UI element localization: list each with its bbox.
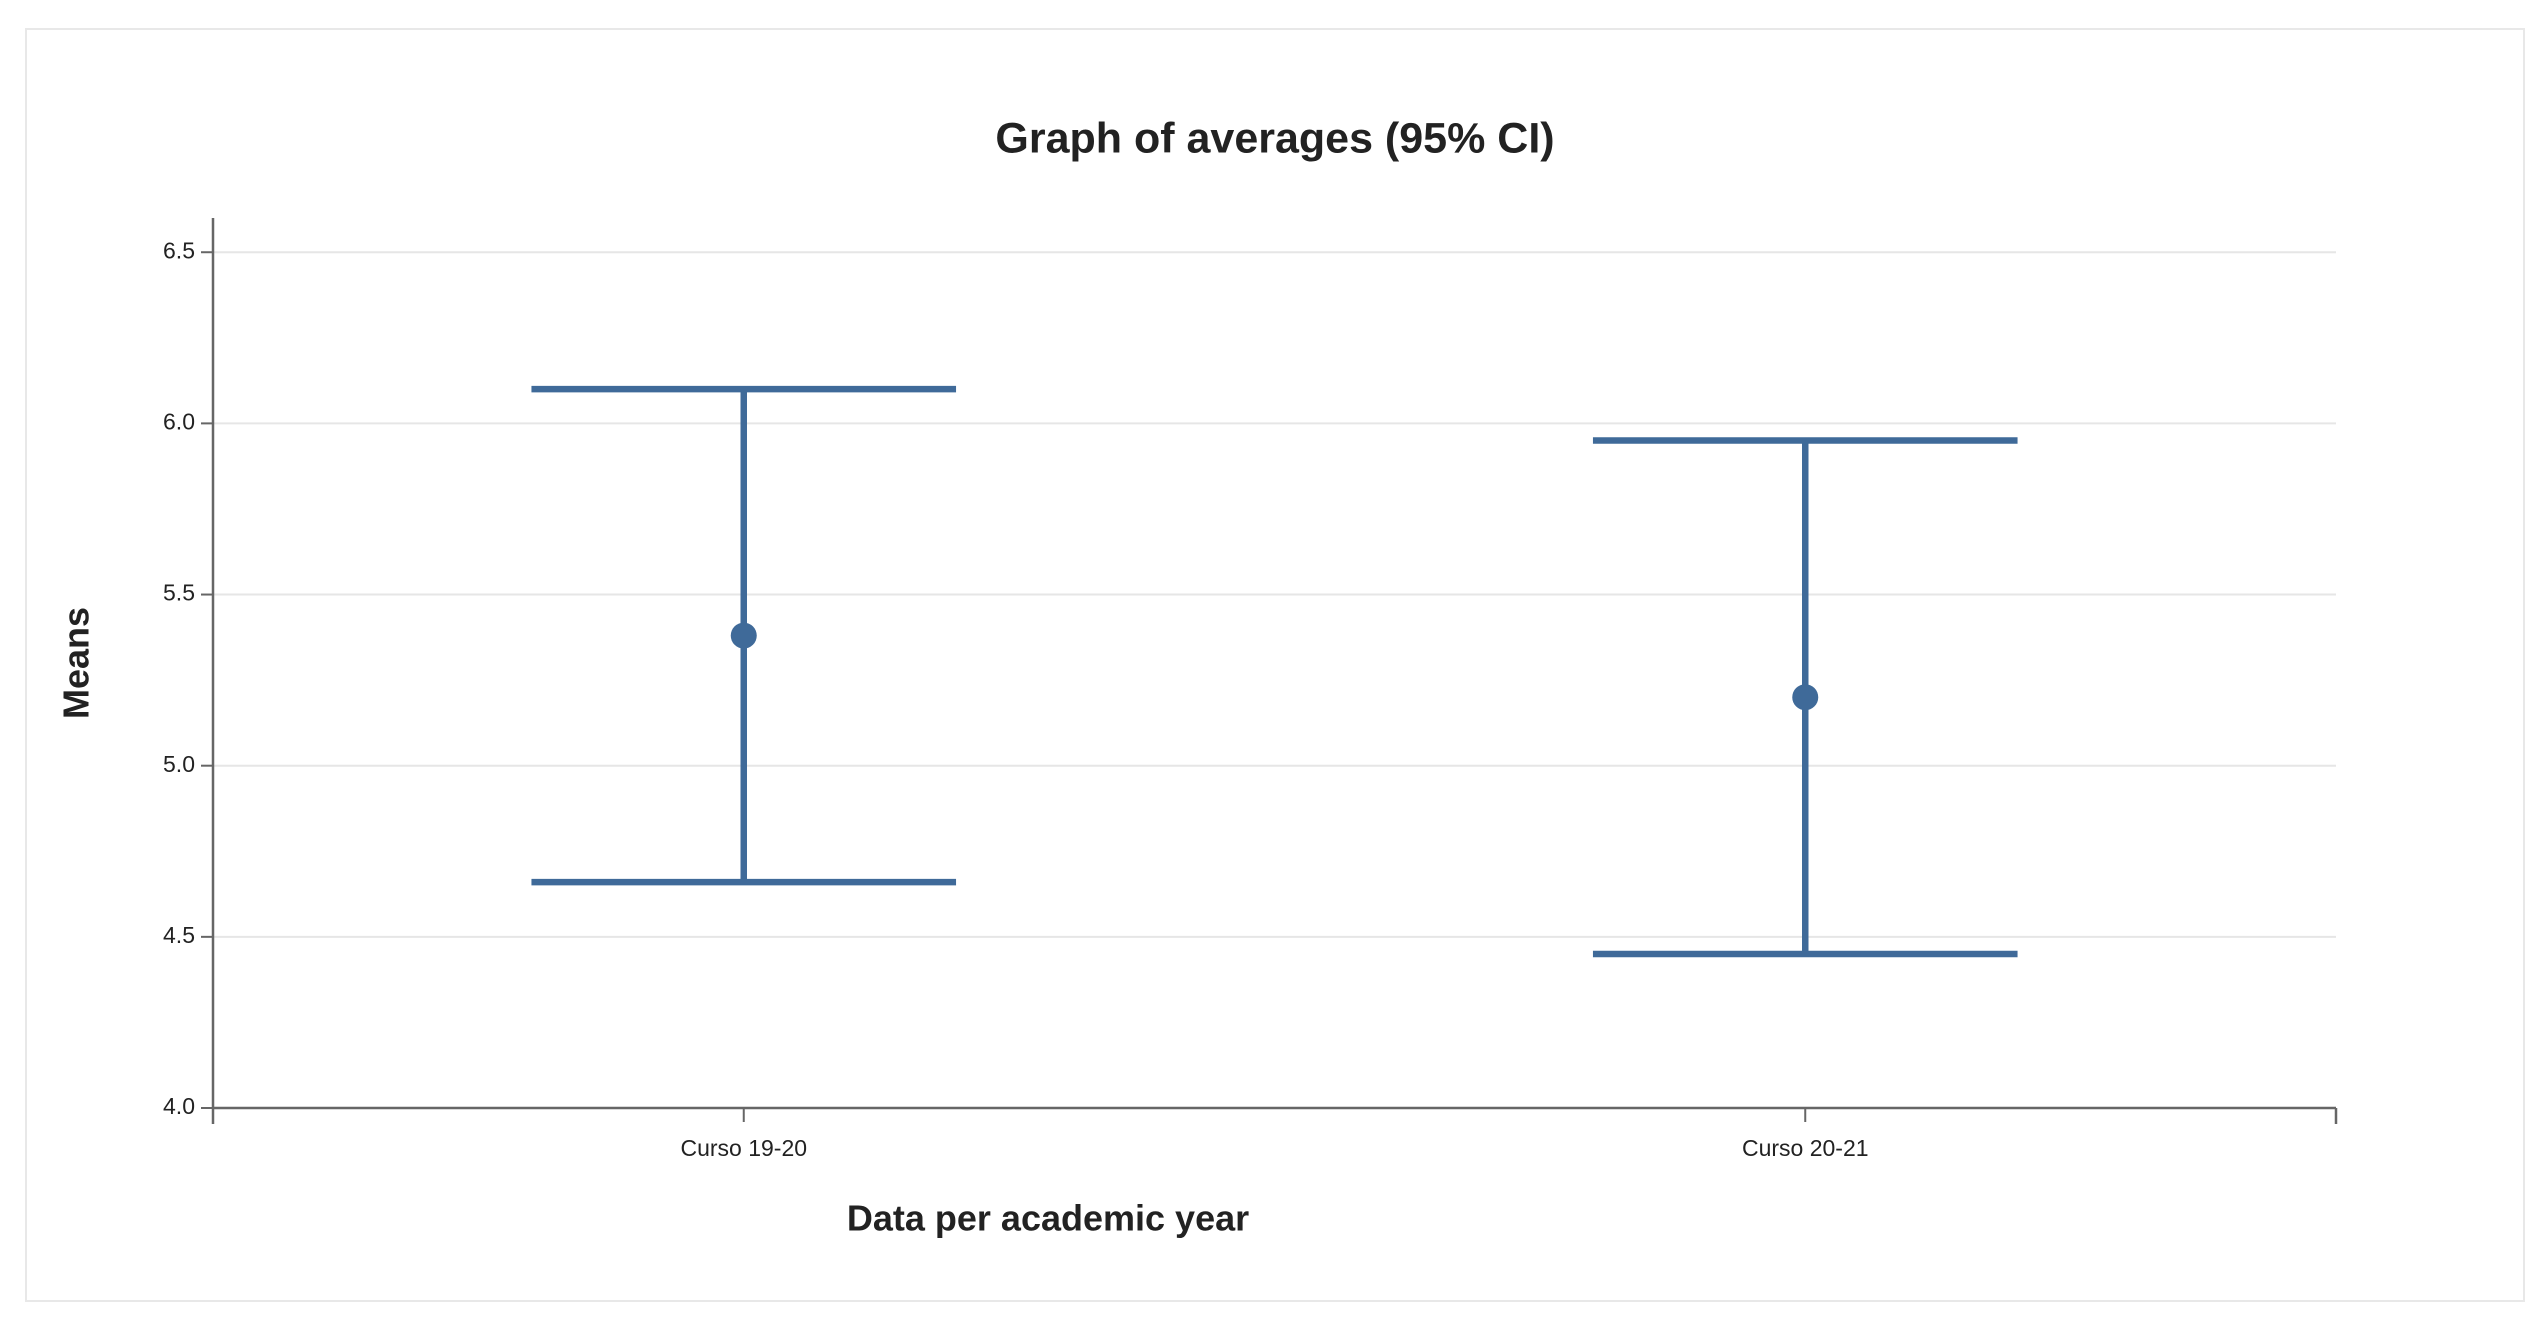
y-tick-label: 4.0 <box>163 1093 195 1119</box>
y-tick-label: 6.5 <box>163 237 195 263</box>
mean-point <box>1792 684 1819 711</box>
chart-frame <box>25 28 2525 1302</box>
x-tick-label: Curso 20-21 <box>1742 1135 1869 1161</box>
y-tick-label: 6.0 <box>163 408 195 434</box>
y-tick-label: 5.5 <box>163 580 195 606</box>
y-axis-title: Means <box>56 607 97 719</box>
x-axis-title: Data per academic year <box>847 1198 1249 1239</box>
y-tick-label: 5.0 <box>163 751 195 777</box>
mean-point <box>730 622 757 649</box>
x-tick-label: Curso 19-20 <box>680 1135 807 1161</box>
chart-title: Graph of averages (95% CI) <box>995 114 1554 162</box>
y-tick-label: 4.5 <box>163 922 195 948</box>
